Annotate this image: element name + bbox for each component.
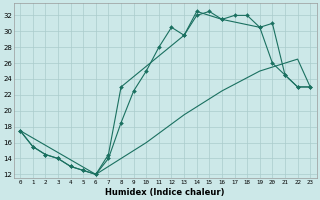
X-axis label: Humidex (Indice chaleur): Humidex (Indice chaleur) xyxy=(106,188,225,197)
